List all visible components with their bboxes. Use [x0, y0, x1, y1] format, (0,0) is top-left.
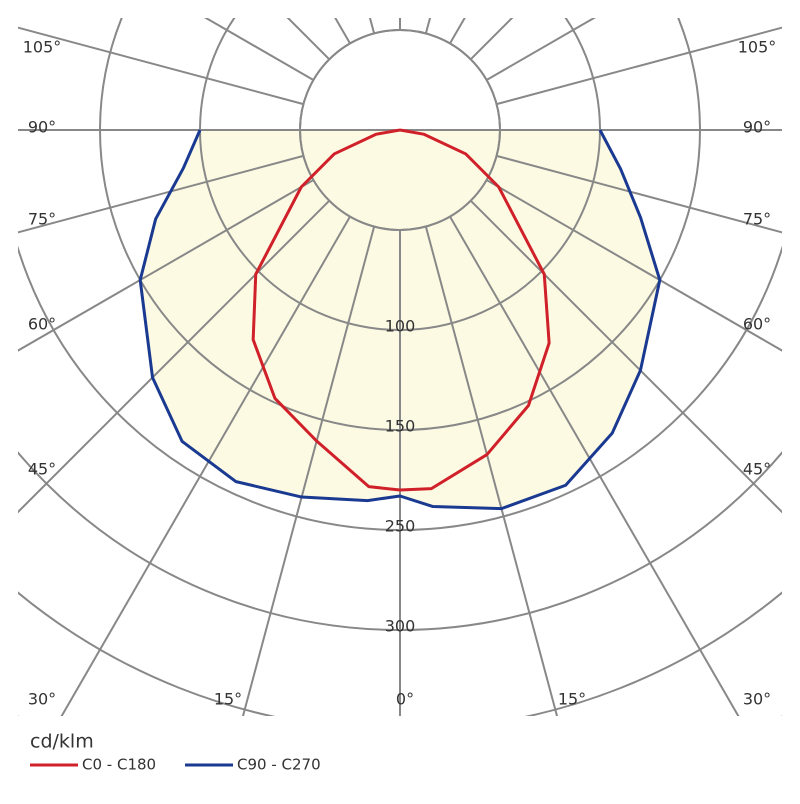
radial-line: [424, 226, 559, 716]
radial-line: [60, 216, 351, 716]
angle-label: 45°: [743, 460, 771, 479]
angle-label: 90°: [743, 118, 771, 137]
radial-line: [241, 226, 376, 716]
radial-line: [18, 26, 304, 106]
radial-line: [496, 26, 782, 106]
angle-label: 105°: [738, 38, 777, 57]
legend-label: C90 - C270: [237, 756, 321, 774]
radial-line: [496, 154, 782, 234]
series-line: [251, 128, 551, 492]
labels: 105° 90° 75° 60° 45° 30° 15° 0° 15° 30° 45° 60° 75° 9…: [23, 38, 777, 709]
radial-line: [449, 18, 466, 44]
radial-line: [18, 179, 314, 352]
angle-label: 0°: [396, 690, 414, 709]
angle-label: 30°: [743, 690, 771, 709]
radial-line: [486, 18, 596, 81]
radial-line: [449, 216, 740, 716]
ring-label: 100: [385, 317, 416, 336]
ring-label: 150: [385, 417, 416, 436]
angle-label: 90°: [28, 118, 56, 137]
angle-label: 15°: [558, 690, 586, 709]
ring-label: 250: [385, 517, 416, 536]
radial-line: [334, 18, 351, 44]
angle-label: 60°: [743, 315, 771, 334]
angle-label: 75°: [28, 210, 56, 229]
radial-line: [368, 18, 376, 34]
angle-label: 15°: [214, 690, 242, 709]
radial-line: [204, 18, 314, 81]
radial-line: [424, 18, 432, 34]
radial-line: [486, 179, 782, 352]
series-line: [138, 129, 662, 511]
ring-label: 300: [385, 617, 416, 636]
angle-label: 75°: [743, 210, 771, 229]
unit-label: cd/klm: [30, 731, 94, 753]
angle-label: 45°: [28, 460, 56, 479]
legend-label: C0 - C180: [82, 756, 156, 774]
radial-line: [18, 154, 304, 234]
angle-label: 105°: [23, 38, 62, 57]
angle-label: 60°: [28, 315, 56, 334]
angle-label: 30°: [28, 690, 56, 709]
